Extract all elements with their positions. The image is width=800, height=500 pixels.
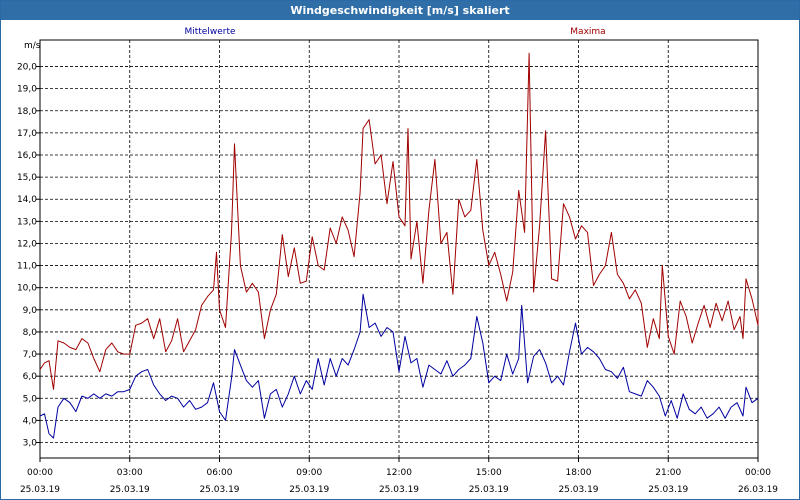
x-tick-time: 09:00 — [296, 468, 322, 478]
x-tick-date: 25.03.19 — [199, 485, 239, 495]
y-tick-label: 17,0 — [17, 129, 37, 139]
y-tick-label: 15,0 — [17, 173, 37, 183]
y-tick-label: 20,0 — [17, 63, 37, 73]
window-title: Windgeschwindigkeit [m/s] skaliert — [1, 1, 799, 20]
x-tick-date: 25.03.19 — [469, 485, 509, 495]
y-tick-label: 7,0 — [23, 350, 38, 360]
series-line-maxima — [39, 52, 759, 390]
x-tick-time: 00:00 — [745, 468, 771, 478]
x-tick-time: 21:00 — [655, 468, 681, 478]
y-tick-label: 16,0 — [17, 151, 37, 161]
y-tick-label: 5,0 — [23, 394, 38, 404]
y-tick-label: 6,0 — [23, 372, 38, 382]
x-axis: 00:00 25.03.19 03:00 25.03.19 06:00 25.03.19 0… — [20, 458, 778, 495]
x-tick-date: 25.03.19 — [110, 485, 150, 495]
x-tick-time: 03:00 — [117, 468, 143, 478]
y-tick-label: 18,0 — [17, 107, 37, 117]
series-line-mittelwerte — [39, 293, 759, 439]
y-tick-label: 9,0 — [23, 306, 38, 316]
plot-area — [39, 39, 759, 459]
x-tick-date: 25.03.19 — [20, 485, 60, 495]
y-tick-label: 10,0 — [17, 284, 37, 294]
y-tick-label: 4,0 — [23, 416, 38, 426]
y-tick-label: 19,0 — [17, 85, 37, 95]
legend-mittelwerte: Mittelwerte — [184, 27, 235, 37]
x-tick-time: 15:00 — [476, 468, 502, 478]
legend-maxima: Maxima — [570, 27, 605, 37]
series-lines — [39, 52, 759, 439]
x-tick-date: 26.03.19 — [738, 485, 778, 495]
y-tick-label: 11,0 — [17, 262, 37, 272]
y-axis-label: m/s — [24, 41, 41, 51]
y-tick-label: 13,0 — [17, 217, 37, 227]
x-tick-time: 00:00 — [27, 468, 53, 478]
y-tick-label: 3,0 — [23, 439, 38, 449]
x-tick-date: 25.03.19 — [648, 485, 688, 495]
x-tick-date: 25.03.19 — [558, 485, 598, 495]
x-tick-time: 18:00 — [566, 468, 592, 478]
y-tick-label: 14,0 — [17, 195, 37, 205]
y-tick-label: 12,0 — [17, 239, 37, 249]
x-tick-time: 06:00 — [207, 468, 233, 478]
x-tick-time: 12:00 — [386, 468, 412, 478]
y-tick-label: 8,0 — [23, 328, 38, 338]
y-axis: 3,0 4,0 5,0 6,0 7,0 8,0 9,0 10,0 11,0 12,0 13,0 14,… — [17, 63, 40, 449]
x-tick-date: 25.03.19 — [379, 485, 419, 495]
x-tick-date: 25.03.19 — [289, 485, 329, 495]
